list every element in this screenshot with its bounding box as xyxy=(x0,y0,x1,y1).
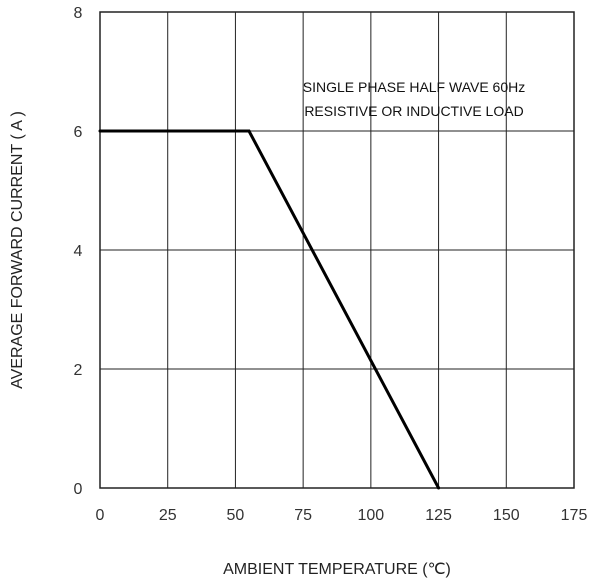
y-axis-ticks: 0 2 4 6 8 xyxy=(74,5,83,498)
curve-point xyxy=(247,129,251,133)
curve-point xyxy=(437,486,441,490)
x-tick-label: 25 xyxy=(159,507,177,524)
x-tick-label: 0 xyxy=(96,507,105,524)
x-tick-label: 125 xyxy=(425,507,452,524)
y-tick-label: 2 xyxy=(74,362,83,379)
curve-point xyxy=(98,129,102,133)
y-tick-label: 6 xyxy=(74,124,83,141)
x-axis-label: AMBIENT TEMPERATURE (℃) xyxy=(223,561,451,578)
derating-curve xyxy=(100,129,440,489)
y-tick-label: 0 xyxy=(74,481,83,498)
x-tick-label: 75 xyxy=(294,507,312,524)
annotation-line-1: SINGLE PHASE HALF WAVE 60Hz xyxy=(303,79,526,95)
x-tick-label: 50 xyxy=(227,507,245,524)
x-tick-label: 150 xyxy=(493,507,520,524)
y-axis-label: AVERAGE FORWARD CURRENT ( A ) xyxy=(9,111,26,389)
y-tick-label: 4 xyxy=(74,243,83,260)
x-axis-ticks: 0 25 50 75 100 125 150 175 xyxy=(96,507,588,524)
grid-lines xyxy=(100,12,574,488)
annotation-line-2: RESISTIVE OR INDUCTIVE LOAD xyxy=(304,103,523,119)
plot-frame xyxy=(99,11,575,489)
series-group xyxy=(98,129,441,490)
x-tick-label: 175 xyxy=(561,507,588,524)
y-tick-label: 8 xyxy=(74,5,83,22)
x-tick-label: 100 xyxy=(358,507,385,524)
